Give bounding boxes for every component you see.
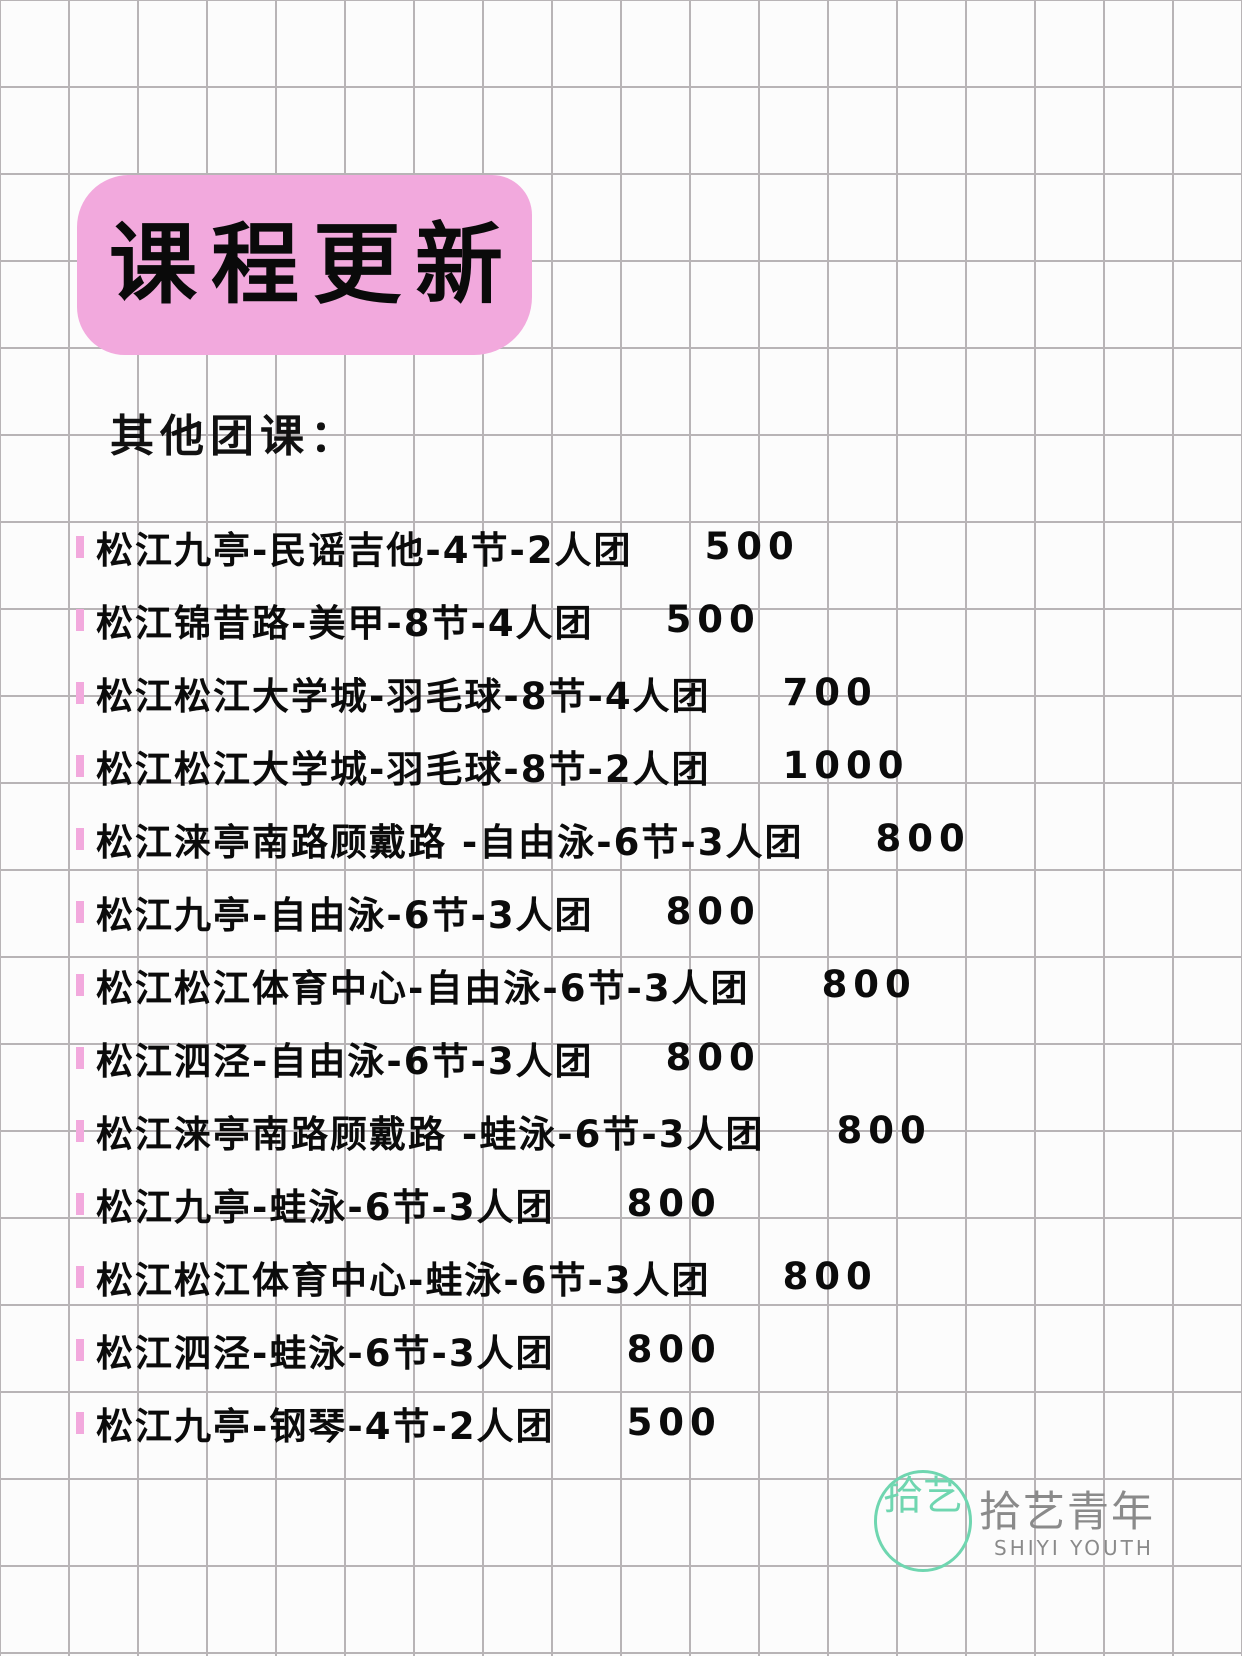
course-name: 松江九亭-钢琴-4节-2人团 (96, 1404, 555, 1448)
course-list: 松江九亭-民谣吉他-4节-2人团 500 松江锦昔路-美甲-8节-4人团 500… (76, 510, 971, 1459)
course-price: 500 (626, 1401, 722, 1444)
course-name: 松江松江体育中心-蛙泳-6节-3人团 (96, 1258, 711, 1302)
course-row: 松江松江大学城-羽毛球-8节-4人团 700 (76, 656, 971, 729)
course-name: 松江泗泾-自由泳-6节-3人团 (96, 1039, 594, 1083)
course-name: 松江松江大学城-羽毛球-8节-2人团 (96, 747, 711, 791)
bullet-marker (76, 1338, 84, 1361)
course-price: 500 (704, 525, 800, 568)
course-row: 松江锦昔路-美甲-8节-4人团 500 (76, 583, 971, 656)
course-row: 松江九亭-民谣吉他-4节-2人团 500 (76, 510, 971, 583)
brand-logo: 拾艺 拾艺青年 SHIYI YOUTH (874, 1470, 1174, 1580)
course-row: 松江九亭-自由泳-6节-3人团 800 (76, 875, 971, 948)
bullet-marker (76, 1265, 84, 1288)
course-price: 500 (665, 598, 761, 641)
course-row: 松江九亭-蛙泳-6节-3人团 800 (76, 1167, 971, 1240)
course-name: 松江涞亭南路顾戴路 -蛙泳-6节-3人团 (96, 1112, 765, 1156)
course-row: 松江九亭-钢琴-4节-2人团 500 (76, 1386, 971, 1459)
course-row: 松江松江大学城-羽毛球-8节-2人团 1000 (76, 729, 971, 802)
logo-name-cn: 拾艺青年 (979, 1487, 1156, 1536)
logo-name-en: SHIYI YOUTH (994, 1536, 1154, 1560)
course-name: 松江泗泾-蛙泳-6节-3人团 (96, 1331, 555, 1375)
course-name: 松江涞亭南路顾戴路 -自由泳-6节-3人团 (96, 820, 804, 864)
page-title: 课程更新 (109, 213, 518, 316)
bullet-marker (76, 681, 84, 704)
course-name: 松江九亭-自由泳-6节-3人团 (96, 893, 594, 937)
bullet-marker (76, 535, 84, 558)
bullet-marker (76, 608, 84, 631)
course-price: 700 (782, 671, 878, 714)
course-price: 800 (626, 1328, 722, 1371)
course-name: 松江九亭-民谣吉他-4节-2人团 (96, 528, 633, 572)
course-row: 松江涞亭南路顾戴路 -自由泳-6节-3人团 800 (76, 802, 971, 875)
course-price: 800 (782, 1255, 878, 1298)
bullet-marker (76, 900, 84, 923)
course-price: 800 (665, 890, 761, 933)
bullet-marker (76, 1119, 84, 1142)
bullet-marker (76, 1411, 84, 1434)
course-row: 松江泗泾-蛙泳-6节-3人团 800 (76, 1313, 971, 1386)
course-name: 松江九亭-蛙泳-6节-3人团 (96, 1185, 555, 1229)
bullet-marker (76, 1046, 84, 1069)
course-price: 800 (875, 817, 971, 860)
course-price: 1000 (782, 744, 910, 787)
course-price: 800 (665, 1036, 761, 1079)
course-price: 800 (821, 963, 917, 1006)
bullet-marker (76, 754, 84, 777)
bullet-marker (76, 827, 84, 850)
course-name: 松江锦昔路-美甲-8节-4人团 (96, 601, 594, 645)
course-row: 松江松江体育中心-自由泳-6节-3人团 800 (76, 948, 971, 1021)
course-name: 松江松江体育中心-自由泳-6节-3人团 (96, 966, 750, 1010)
logo-mark-icon: 拾艺 (874, 1470, 972, 1572)
course-price: 800 (836, 1109, 932, 1152)
course-row: 松江泗泾-自由泳-6节-3人团 800 (76, 1021, 971, 1094)
bullet-marker (76, 1192, 84, 1215)
section-subtitle: 其他团课： (110, 411, 360, 462)
title-banner: 课程更新 (77, 175, 532, 355)
course-row: 松江松江体育中心-蛙泳-6节-3人团 800 (76, 1240, 971, 1313)
bullet-marker (76, 973, 84, 996)
course-name: 松江松江大学城-羽毛球-8节-4人团 (96, 674, 711, 718)
course-row: 松江涞亭南路顾戴路 -蛙泳-6节-3人团 800 (76, 1094, 971, 1167)
course-price: 800 (626, 1182, 722, 1225)
